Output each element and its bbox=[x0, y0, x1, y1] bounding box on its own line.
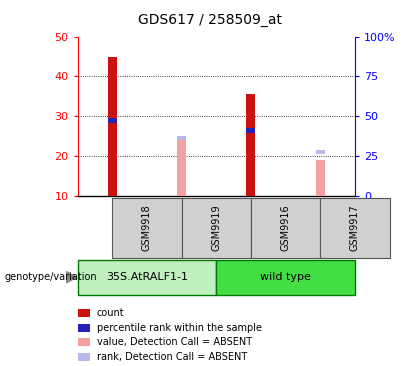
Bar bbox=[247, 94, 255, 196]
Text: GSM9919: GSM9919 bbox=[211, 205, 221, 251]
Bar bbox=[177, 136, 186, 141]
Bar bbox=[247, 128, 255, 132]
Text: rank, Detection Call = ABSENT: rank, Detection Call = ABSENT bbox=[97, 352, 247, 362]
Bar bbox=[316, 150, 325, 154]
Text: GSM9916: GSM9916 bbox=[281, 205, 291, 251]
Text: percentile rank within the sample: percentile rank within the sample bbox=[97, 322, 262, 333]
Text: GDS617 / 258509_at: GDS617 / 258509_at bbox=[138, 13, 282, 27]
Bar bbox=[108, 118, 117, 123]
Text: GSM9918: GSM9918 bbox=[142, 205, 152, 251]
Text: value, Detection Call = ABSENT: value, Detection Call = ABSENT bbox=[97, 337, 252, 347]
Text: GSM9917: GSM9917 bbox=[350, 205, 360, 251]
Text: count: count bbox=[97, 308, 124, 318]
Bar bbox=[177, 140, 186, 196]
Polygon shape bbox=[66, 272, 77, 283]
Bar bbox=[108, 56, 117, 196]
Text: wild type: wild type bbox=[260, 272, 311, 282]
Text: genotype/variation: genotype/variation bbox=[4, 272, 97, 282]
Text: 35S.AtRALF1-1: 35S.AtRALF1-1 bbox=[106, 272, 188, 282]
Bar bbox=[316, 160, 325, 196]
